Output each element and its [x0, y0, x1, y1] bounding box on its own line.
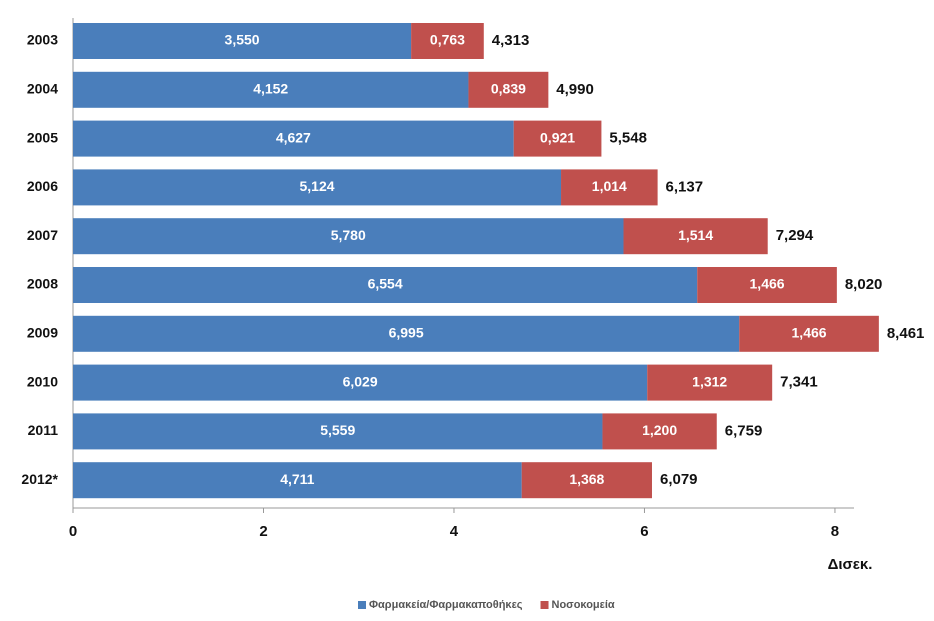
bar-segment [73, 23, 412, 59]
bar-label: 5,780 [331, 227, 366, 243]
y-tick-label: 2003 [27, 32, 58, 48]
bar-segment [73, 364, 648, 401]
total-label: 6,759 [725, 422, 763, 439]
bar-label: 4,711 [280, 471, 314, 487]
x-tick-label: 0 [69, 523, 77, 540]
legend-label: Φαρμακεία/Φαρμακαποθήκες [369, 599, 523, 611]
total-label: 7,341 [780, 374, 818, 391]
y-tick-label: 2009 [27, 325, 58, 341]
bar-label: 1,514 [678, 227, 713, 243]
x-tick-label: 6 [640, 523, 648, 540]
bar-label: 4,152 [253, 81, 288, 97]
bar-segment [73, 71, 469, 108]
bar-segment [513, 120, 602, 157]
total-label: 8,461 [887, 325, 925, 342]
bar-label: 6,029 [343, 373, 378, 389]
y-tick-label: 2012* [21, 471, 58, 487]
bar-label: 3,550 [225, 32, 260, 48]
bar-label: 5,124 [299, 178, 334, 194]
bar-label: 0,921 [540, 129, 575, 145]
total-label: 4,313 [492, 32, 530, 49]
bar-segment [647, 364, 773, 401]
total-label: 4,990 [556, 81, 594, 98]
y-tick-label: 2008 [27, 276, 58, 292]
bar-segment [521, 462, 652, 499]
bar-segment [602, 413, 717, 450]
bar-label: 1,312 [692, 373, 727, 389]
legend-swatch [358, 601, 366, 609]
y-tick-label: 2011 [28, 422, 59, 438]
bar-label: 4,627 [276, 129, 311, 145]
x-axis-label: Δισεκ. [828, 556, 873, 573]
bar-segment [73, 267, 698, 303]
bar-segment [561, 169, 658, 206]
bar-segment [697, 267, 837, 303]
bar-label: 1,200 [642, 422, 677, 438]
y-tick-label: 2005 [27, 129, 58, 145]
total-label: 8,020 [845, 276, 883, 293]
bar-label: 1,368 [569, 471, 604, 487]
y-tick-label: 2006 [27, 178, 58, 194]
bar-segment [411, 23, 484, 59]
x-tick-label: 4 [450, 523, 459, 540]
bar-label: 0,839 [491, 81, 526, 97]
total-label: 6,137 [666, 178, 704, 195]
legend-swatch [540, 601, 549, 609]
bar-segment [73, 169, 562, 206]
bar-label: 6,995 [389, 325, 424, 341]
x-tick-label: 2 [259, 523, 267, 540]
bar-label: 5,559 [320, 422, 355, 438]
legend-label: Νοσοκομεία [552, 599, 615, 611]
bar-segment [73, 120, 514, 157]
bar-label: 1,466 [792, 325, 827, 341]
bar-segment [73, 462, 522, 499]
total-label: 7,294 [776, 227, 814, 244]
bar-segment [73, 218, 624, 255]
bar-label: 6,554 [368, 276, 403, 292]
total-label: 5,548 [609, 130, 647, 147]
bar-segment [739, 315, 879, 352]
y-tick-label: 2007 [27, 227, 58, 243]
y-tick-label: 2010 [27, 373, 58, 389]
bar-segment [73, 315, 740, 352]
bar-label: 0,763 [430, 32, 465, 48]
total-label: 6,079 [660, 471, 698, 488]
y-tick-label: 2004 [27, 81, 58, 97]
bar-segment [73, 413, 603, 450]
bar-label: 1,014 [592, 178, 627, 194]
bar-segment [468, 71, 549, 108]
bar-segment [623, 218, 768, 255]
bar-label: 1,466 [750, 276, 785, 292]
x-tick-label: 8 [831, 523, 839, 540]
